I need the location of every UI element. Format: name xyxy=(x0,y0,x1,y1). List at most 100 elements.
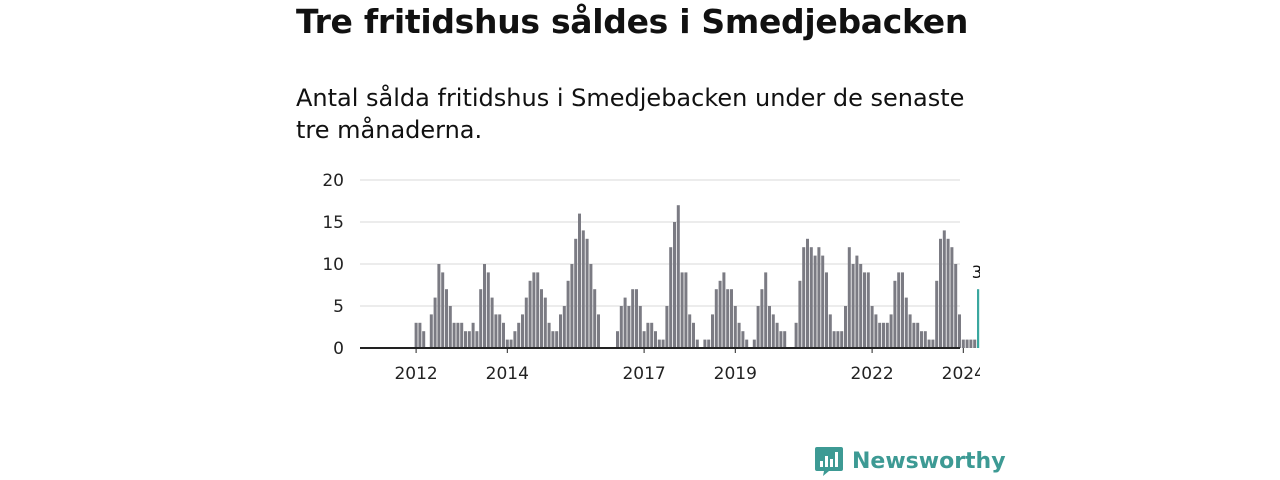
y-tick-label: 15 xyxy=(322,213,344,233)
bar xyxy=(486,272,490,348)
bars xyxy=(414,205,980,348)
bar xyxy=(448,306,452,348)
bar xyxy=(703,339,707,348)
bar xyxy=(961,339,965,348)
bar xyxy=(688,314,692,348)
bar xyxy=(422,331,426,348)
newsworthy-logo: Newsworthy xyxy=(815,446,1006,476)
bar xyxy=(619,306,623,348)
bar xyxy=(456,322,460,348)
bar xyxy=(844,306,847,348)
bar xyxy=(665,306,669,348)
bar xyxy=(779,331,783,348)
bar xyxy=(730,289,733,348)
bar xyxy=(912,322,916,348)
bar xyxy=(855,255,859,348)
bar xyxy=(764,272,768,348)
bar xyxy=(901,272,904,348)
bar xyxy=(460,322,464,348)
bar xyxy=(623,297,627,348)
bar xyxy=(954,264,958,348)
bar xyxy=(494,314,498,348)
bar xyxy=(498,314,502,348)
bar xyxy=(878,322,882,348)
bar xyxy=(467,331,471,348)
bar xyxy=(509,339,513,348)
bar xyxy=(536,272,540,348)
bar xyxy=(756,306,760,348)
bar xyxy=(661,339,665,348)
bar xyxy=(851,264,855,348)
bar xyxy=(828,314,832,348)
bar xyxy=(866,272,870,348)
bar xyxy=(635,289,638,348)
bar xyxy=(893,280,897,348)
bar xyxy=(707,339,711,348)
y-tick-label: 20 xyxy=(322,171,344,191)
bar xyxy=(433,297,437,348)
bar xyxy=(946,238,950,348)
bar xyxy=(802,247,806,348)
bar xyxy=(650,322,654,348)
bar xyxy=(566,280,570,348)
bar xyxy=(825,272,828,348)
bar xyxy=(441,272,445,348)
bar xyxy=(555,331,559,348)
bar xyxy=(768,306,771,348)
bar xyxy=(570,264,574,348)
x-tick-label: 2012 xyxy=(394,364,437,384)
bar xyxy=(745,339,749,348)
bar xyxy=(479,289,483,348)
bar xyxy=(741,331,745,348)
bar xyxy=(502,322,505,348)
bar-chart: 0 5 10 15 20 2012 2014 2017 2019 2022 2024 3 xyxy=(322,171,980,384)
brand-name: Newsworthy xyxy=(852,448,1006,474)
bar xyxy=(840,331,844,348)
bar xyxy=(863,272,866,348)
bar xyxy=(908,314,912,348)
bar xyxy=(794,322,798,348)
x-tick-label: 2017 xyxy=(622,364,665,384)
bar xyxy=(574,238,578,348)
bar xyxy=(760,289,764,348)
bar xyxy=(517,322,521,348)
bar xyxy=(969,339,973,348)
bar xyxy=(973,339,977,348)
bar xyxy=(859,264,863,348)
bar xyxy=(638,306,642,348)
chart-title: Tre fritidshus såldes i Smedjebacken xyxy=(296,2,969,41)
bar xyxy=(874,314,878,348)
bar xyxy=(445,289,448,348)
highlighted-bar xyxy=(977,289,980,348)
bar xyxy=(513,331,517,348)
bar xyxy=(673,222,676,348)
bar xyxy=(885,322,889,348)
bar xyxy=(809,247,813,348)
bar xyxy=(543,297,547,348)
bar xyxy=(752,339,756,348)
bar xyxy=(771,314,775,348)
bar xyxy=(714,289,718,348)
bar xyxy=(524,297,528,348)
bar xyxy=(882,322,885,348)
bar xyxy=(490,297,494,348)
y-tick-label: 0 xyxy=(333,339,344,359)
bar xyxy=(722,272,726,348)
bar xyxy=(631,289,635,348)
bar xyxy=(414,322,418,348)
bar xyxy=(939,238,942,348)
x-axis: 2012 2014 2017 2019 2022 2024 xyxy=(360,347,980,384)
x-tick-label: 2014 xyxy=(486,364,529,384)
bar xyxy=(581,230,585,348)
gridlines xyxy=(360,179,960,307)
bar xyxy=(806,238,809,348)
bar xyxy=(847,247,851,348)
bar xyxy=(547,322,551,348)
x-tick-label: 2019 xyxy=(714,364,757,384)
bar xyxy=(965,339,969,348)
bar xyxy=(627,306,631,348)
bar xyxy=(832,331,836,348)
bar xyxy=(718,280,722,348)
bar xyxy=(916,322,920,348)
bar xyxy=(464,331,467,348)
